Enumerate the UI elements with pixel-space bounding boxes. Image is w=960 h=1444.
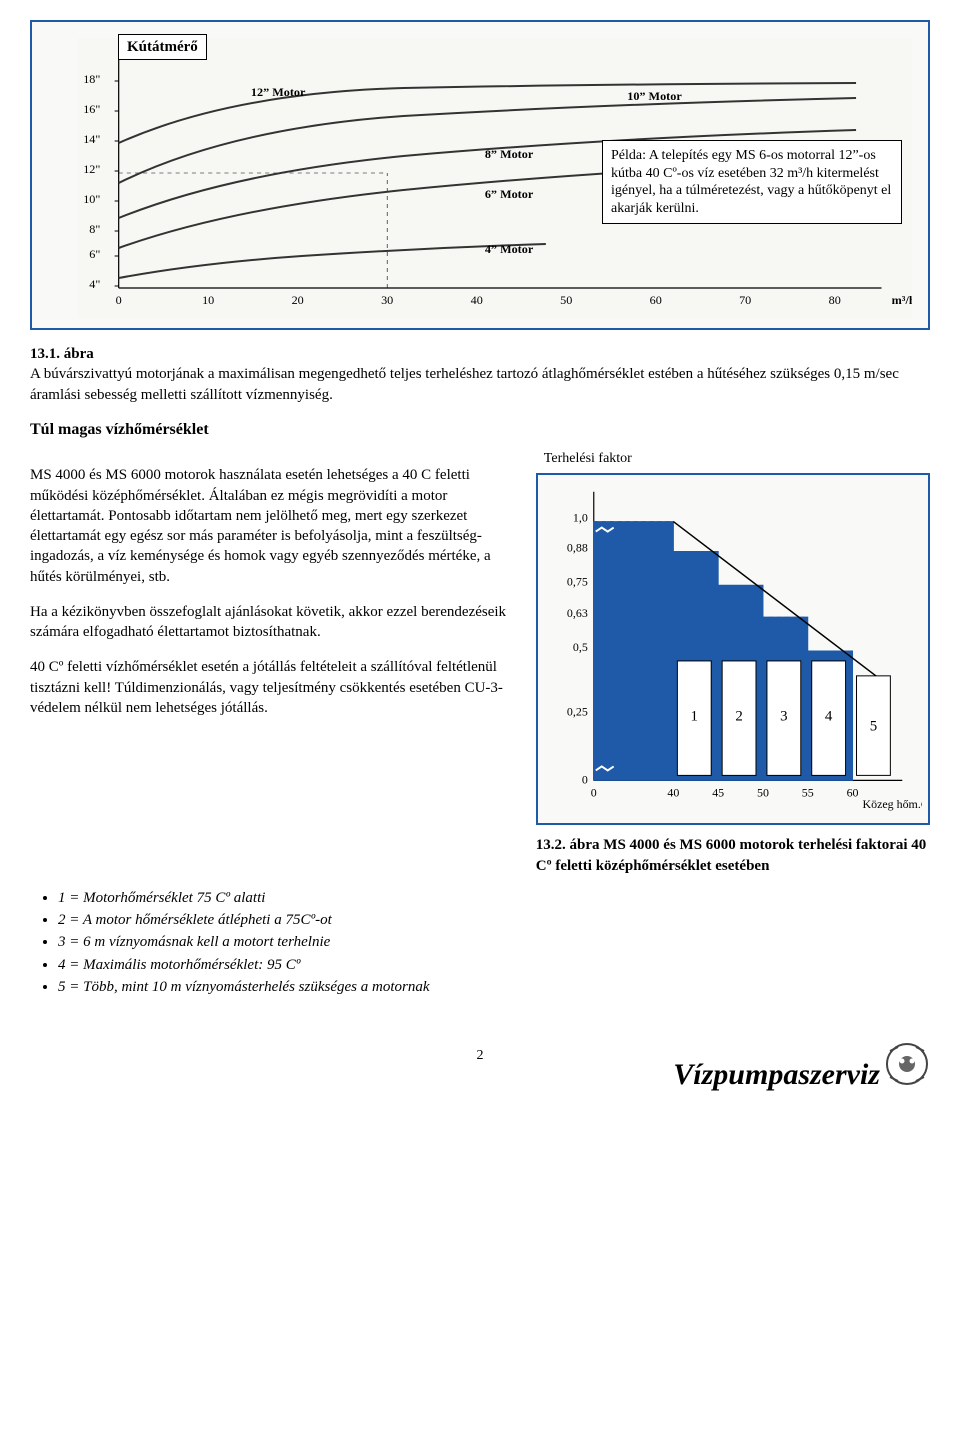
svg-text:30: 30 bbox=[381, 293, 393, 307]
svg-text:18": 18" bbox=[83, 72, 100, 86]
svg-text:60: 60 bbox=[846, 786, 858, 800]
legend-list: 1 = Motorhőmérséklet 75 Cº alatti 2 = A … bbox=[30, 888, 930, 997]
svg-text:50: 50 bbox=[757, 786, 769, 800]
svg-text:6": 6" bbox=[89, 247, 100, 261]
legend-item: 4 = Maximális motorhőmérséklet: 95 Cº bbox=[58, 955, 930, 975]
svg-text:0,63: 0,63 bbox=[567, 606, 588, 620]
svg-text:80: 80 bbox=[829, 293, 841, 307]
svg-text:20: 20 bbox=[292, 293, 304, 307]
svg-text:4: 4 bbox=[825, 709, 833, 725]
section-title: Túl magas vízhőmérséklet bbox=[30, 419, 930, 441]
svg-text:55: 55 bbox=[802, 786, 814, 800]
svg-text:40: 40 bbox=[471, 293, 483, 307]
svg-text:60: 60 bbox=[650, 293, 662, 307]
chart2-column: Terhelési faktor 0 0,25 0,5 0,63 0,75 0,… bbox=[536, 450, 930, 876]
svg-text:16": 16" bbox=[83, 102, 100, 116]
legend-item: 2 = A motor hőmérséklete átlépheti a 75C… bbox=[58, 910, 930, 930]
svg-text:8": 8" bbox=[89, 222, 100, 236]
legend-item: 1 = Motorhőmérséklet 75 Cº alatti bbox=[58, 888, 930, 908]
svg-text:4": 4" bbox=[89, 277, 100, 291]
svg-text:40: 40 bbox=[667, 786, 679, 800]
svg-text:0,88: 0,88 bbox=[567, 541, 588, 555]
fig1-caption: 13.1. ábra A búvárszivattyú motorjának a… bbox=[30, 344, 930, 405]
svg-text:m³/h: m³/h bbox=[892, 293, 912, 307]
svg-text:4” Motor: 4” Motor bbox=[485, 242, 534, 256]
text-column: MS 4000 és MS 6000 motorok használata es… bbox=[30, 450, 512, 733]
svg-text:0: 0 bbox=[116, 293, 122, 307]
chart2-area: 0 0,25 0,5 0,63 0,75 0,88 1,0 0 40 45 50 bbox=[544, 481, 922, 817]
svg-text:1,0: 1,0 bbox=[573, 511, 588, 525]
svg-text:0,75: 0,75 bbox=[567, 575, 588, 589]
chart2-title: Terhelési faktor bbox=[544, 450, 930, 469]
svg-text:0,25: 0,25 bbox=[567, 705, 588, 719]
page-number: 2 bbox=[477, 1047, 484, 1066]
svg-text:0: 0 bbox=[582, 773, 588, 787]
fig1-title: 13.1. ábra bbox=[30, 346, 94, 362]
brand-name: Vízpumpaszerviz bbox=[673, 1055, 880, 1096]
svg-text:5: 5 bbox=[870, 719, 877, 735]
svg-text:50: 50 bbox=[560, 293, 572, 307]
legend-item: 5 = Több, mint 10 m víznyomásterhelés sz… bbox=[58, 977, 930, 997]
chart2-label-boxes: 1 2 3 4 5 bbox=[677, 661, 890, 775]
svg-text:45: 45 bbox=[712, 786, 724, 800]
para1: MS 4000 és MS 6000 motorok használata es… bbox=[30, 465, 512, 587]
chart1-frame: Kútátmérő Példa: A telepítés egy MS 6-os… bbox=[30, 20, 930, 330]
fig1-body: A búvárszivattyú motorjának a maximálisa… bbox=[30, 366, 899, 402]
chart1-bore-label: Kútátmérő bbox=[118, 34, 207, 60]
chart2-frame: 0 0,25 0,5 0,63 0,75 0,88 1,0 0 40 45 50 bbox=[536, 473, 930, 825]
svg-text:0,5: 0,5 bbox=[573, 640, 588, 654]
chart2-svg: 0 0,25 0,5 0,63 0,75 0,88 1,0 0 40 45 50 bbox=[544, 481, 922, 811]
page-footer: 2 Vízpumpaszerviz bbox=[30, 1047, 930, 1107]
svg-text:12": 12" bbox=[83, 162, 100, 176]
svg-text:0: 0 bbox=[591, 786, 597, 800]
svg-text:2: 2 bbox=[735, 709, 742, 725]
svg-text:70: 70 bbox=[739, 293, 751, 307]
svg-text:10” Motor: 10” Motor bbox=[627, 89, 682, 103]
chart1-area: Kútátmérő Példa: A telepítés egy MS 6-os… bbox=[78, 38, 912, 318]
svg-text:10": 10" bbox=[83, 192, 100, 206]
svg-text:14": 14" bbox=[83, 132, 100, 146]
svg-text:1: 1 bbox=[690, 709, 697, 725]
para2: Ha a kézikönyvben összefoglalt ajánlások… bbox=[30, 602, 512, 643]
fig2-caption: 13.2. ábra MS 4000 és MS 6000 motorok te… bbox=[536, 835, 930, 876]
svg-text:3: 3 bbox=[780, 709, 787, 725]
chart2-xunit: Közeg hőm.Cº bbox=[862, 797, 922, 811]
brand-logo-icon bbox=[884, 1041, 930, 1087]
svg-text:12” Motor: 12” Motor bbox=[251, 85, 306, 99]
svg-text:10: 10 bbox=[202, 293, 214, 307]
para3: 40 Cº feletti vízhőmérséklet esetén a jó… bbox=[30, 657, 512, 718]
svg-text:8” Motor: 8” Motor bbox=[485, 147, 534, 161]
chart1-example-box: Példa: A telepítés egy MS 6-os motorral … bbox=[602, 140, 902, 224]
legend-item: 3 = 6 m víznyomásnak kell a motort terhe… bbox=[58, 932, 930, 952]
svg-text:6” Motor: 6” Motor bbox=[485, 187, 534, 201]
